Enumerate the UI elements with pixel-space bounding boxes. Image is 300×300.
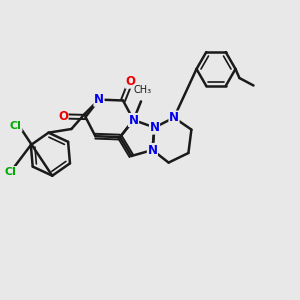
Text: N: N — [128, 113, 139, 127]
Text: N: N — [149, 121, 160, 134]
Text: O: O — [125, 75, 136, 88]
Text: N: N — [169, 111, 179, 124]
Text: N: N — [147, 143, 158, 157]
Text: Cl: Cl — [4, 167, 16, 177]
Text: Cl: Cl — [10, 121, 22, 131]
Text: CH₃: CH₃ — [134, 85, 152, 95]
Text: O: O — [58, 110, 68, 123]
Text: N: N — [94, 93, 104, 106]
